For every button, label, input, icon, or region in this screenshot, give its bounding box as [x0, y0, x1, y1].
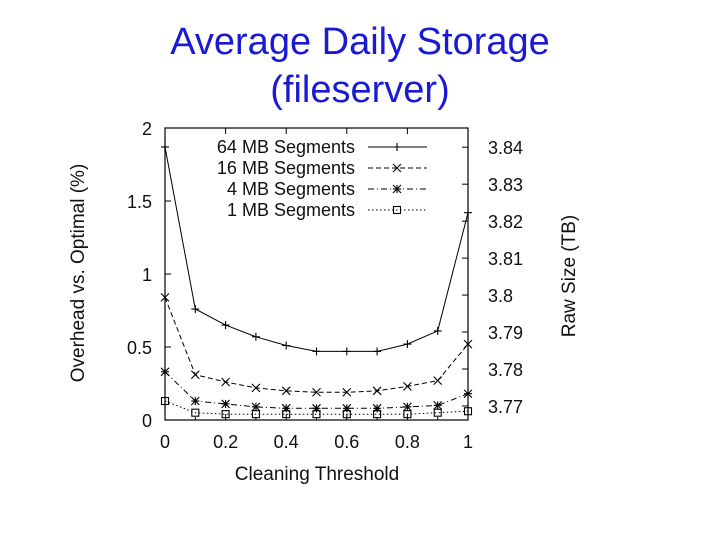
- y2-tick-label: 3.8: [488, 286, 513, 306]
- y2-tick-label: 3.77: [488, 397, 523, 417]
- data-point: [463, 389, 473, 399]
- y-tick-label: 0: [142, 411, 152, 431]
- slide-title-line-2: (fileserver): [270, 69, 450, 111]
- y2-tick-label: 3.82: [488, 212, 523, 232]
- data-point: [342, 410, 351, 419]
- x-axis-label: Cleaning Threshold: [235, 464, 399, 485]
- data-point: [190, 370, 200, 380]
- data-point: [160, 292, 170, 302]
- data-point: [433, 326, 442, 335]
- data-point: [403, 340, 412, 349]
- x-tick-label: 0.6: [334, 432, 359, 452]
- data-point: [160, 367, 170, 377]
- data-point: [221, 410, 230, 419]
- legend-label: 4 MB Segments: [227, 179, 355, 199]
- y-tick-label: 1: [142, 265, 152, 285]
- y-axis-label: Overhead vs. Optimal (%): [68, 164, 89, 383]
- data-point: [251, 383, 261, 393]
- data-point: [221, 377, 230, 387]
- data-point: [433, 401, 443, 410]
- series-line-4mb: [164, 371, 469, 409]
- data-point: [221, 321, 230, 330]
- x-tick-label: 0.4: [274, 432, 299, 452]
- axes-layer: 0 0.2 0.4 0.6 0.8 1 0 0.5 1 1.5 2 3.77 3.78 3.79 3.8 3.…: [127, 119, 523, 452]
- x-tick-label: 0.8: [395, 432, 420, 452]
- data-point: [403, 382, 412, 391]
- data-point: [312, 410, 321, 419]
- data-point: [161, 142, 169, 151]
- legend-marker: [392, 184, 402, 194]
- y2-tick-label: 3.79: [488, 323, 523, 343]
- slide-title-line-1: Average Daily Storage: [170, 21, 550, 63]
- data-point: [464, 208, 472, 217]
- data-point: [342, 387, 352, 397]
- y2-tick-label: 3.81: [488, 249, 523, 269]
- data-point: [251, 332, 260, 341]
- data-point: [463, 407, 473, 416]
- y-tick-label: 0.5: [127, 338, 152, 358]
- y-tick-label: 1.5: [127, 192, 152, 212]
- legend-label: 16 MB Segments: [217, 158, 355, 178]
- x-tick-label: 0: [160, 432, 170, 452]
- data-point: [191, 408, 200, 417]
- data-point: [403, 402, 412, 412]
- legend-label: 64 MB Segments: [217, 137, 355, 157]
- legend-marker: [392, 163, 402, 173]
- y2-axis-label: Raw Size (TB): [559, 215, 580, 337]
- data-point: [191, 305, 200, 314]
- data-point: [282, 341, 291, 350]
- data-point: [251, 410, 260, 419]
- data-point: [312, 347, 321, 356]
- y2-tick-label: 3.83: [488, 175, 523, 195]
- y-tick-label: 2: [142, 119, 152, 139]
- data-point: [282, 410, 291, 419]
- data-point: [463, 339, 473, 349]
- data-point: [312, 387, 321, 397]
- series-line-16mb: [164, 297, 469, 393]
- data-point: [160, 396, 170, 406]
- y2-tick-label: 3.78: [488, 360, 523, 380]
- x-tick-label: 1: [463, 432, 473, 452]
- legend-label: 1 MB Segments: [227, 200, 355, 220]
- series-layer: [160, 142, 473, 419]
- data-point: [251, 402, 261, 412]
- data-point: [190, 396, 200, 406]
- data-point: [373, 347, 382, 356]
- data-point: [281, 386, 291, 396]
- data-point: [342, 347, 351, 356]
- y2-tick-label: 3.84: [488, 138, 523, 158]
- data-point: [372, 386, 382, 396]
- data-point: [403, 410, 412, 419]
- data-point: [373, 410, 382, 419]
- legend-marker: [392, 205, 402, 215]
- data-point: [433, 376, 443, 385]
- data-point: [221, 399, 230, 409]
- series-line-1mb: [164, 400, 469, 415]
- legend-marker: [393, 143, 401, 151]
- data-point: [433, 408, 442, 417]
- x-tick-label: 0.2: [213, 432, 238, 452]
